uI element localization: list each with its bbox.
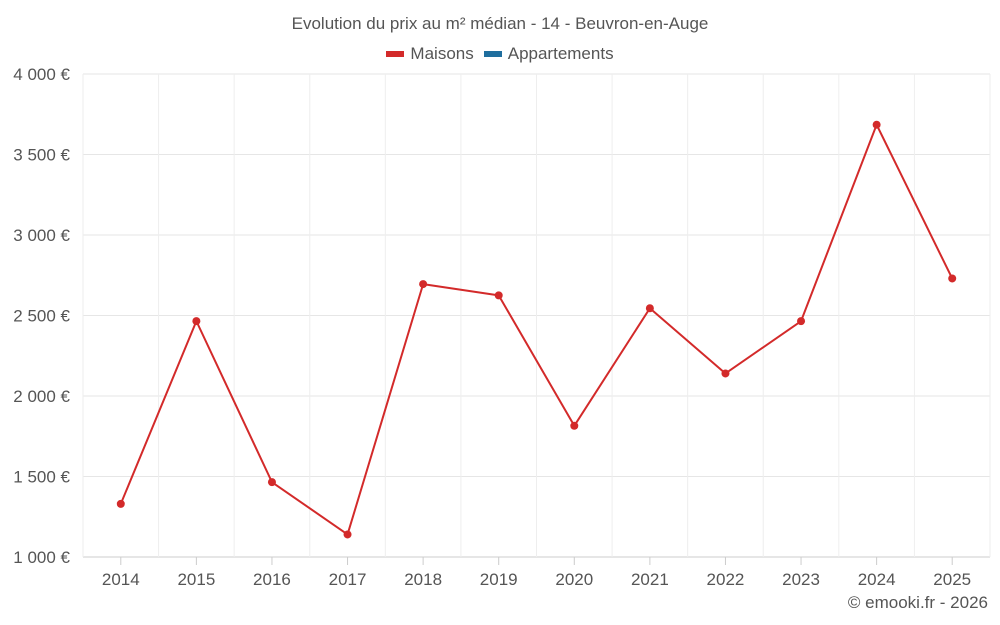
- legend-swatch-maisons: [386, 51, 405, 57]
- data-point: [343, 530, 352, 539]
- data-point: [797, 317, 806, 326]
- legend: Maisons Appartements: [0, 44, 1000, 64]
- series-line-maisons: [119, 123, 954, 536]
- y-tick-label: 1 500 €: [13, 468, 70, 487]
- x-tick-label: 2016: [253, 570, 291, 589]
- data-point: [267, 478, 276, 487]
- legend-label-appartements: Appartements: [507, 44, 614, 63]
- legend-label-maisons: Maisons: [410, 44, 474, 63]
- x-tick-label: 2023: [782, 570, 820, 589]
- y-tick-label: 4 000 €: [13, 65, 70, 84]
- data-point: [192, 317, 201, 326]
- y-tick-label: 3 000 €: [13, 226, 70, 245]
- data-point: [645, 304, 654, 313]
- x-tick-label: 2020: [555, 570, 593, 589]
- x-tick-label: 2017: [329, 570, 367, 589]
- data-point: [419, 280, 428, 289]
- x-tick-label: 2015: [177, 570, 215, 589]
- x-tick-label: 2024: [858, 570, 896, 589]
- data-point: [721, 369, 730, 378]
- data-point: [116, 499, 125, 508]
- legend-item-appartements[interactable]: Appartements: [483, 44, 614, 64]
- x-tick-label: 2025: [933, 570, 971, 589]
- data-point: [872, 120, 881, 129]
- credit: © emooki.fr - 2026: [847, 593, 988, 612]
- legend-swatch-appartements: [483, 51, 502, 57]
- x-tick-label: 2022: [707, 570, 745, 589]
- x-tick-label: 2014: [102, 570, 140, 589]
- y-tick-label: 2 500 €: [13, 307, 70, 326]
- data-point: [570, 421, 579, 430]
- y-tick-label: 1 000 €: [13, 548, 70, 567]
- y-tick-label: 2 000 €: [13, 387, 70, 406]
- legend-item-maisons[interactable]: Maisons: [386, 44, 474, 64]
- y-tick-label: 3 500 €: [13, 146, 70, 165]
- x-tick-label: 2021: [631, 570, 669, 589]
- chart-title: Evolution du prix au m² médian - 14 - Be…: [291, 14, 709, 33]
- x-tick-label: 2018: [404, 570, 442, 589]
- data-point: [494, 291, 503, 300]
- x-tick-label: 2019: [480, 570, 518, 589]
- data-point: [948, 274, 957, 283]
